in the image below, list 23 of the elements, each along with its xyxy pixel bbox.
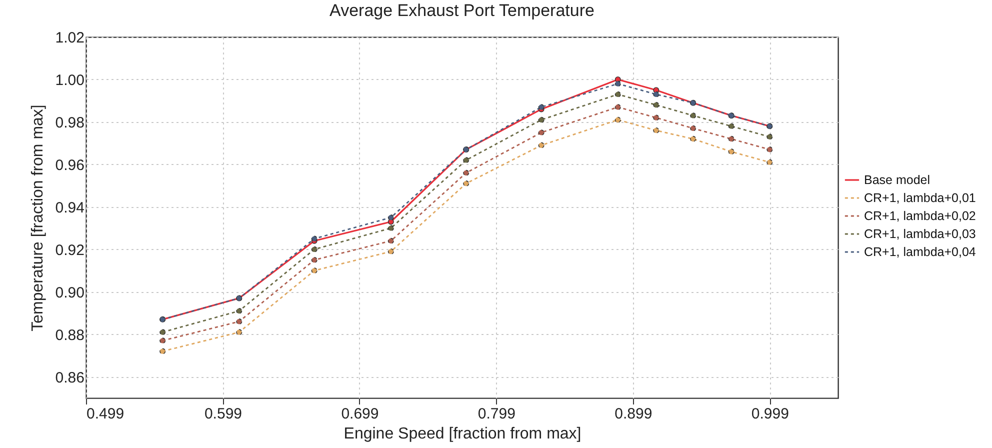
legend-label: CR+1, lambda+0,02 [864, 209, 976, 223]
y-tick-label: 1.02 [55, 30, 84, 46]
x-tick-label: 0.599 [204, 406, 242, 422]
chart-title: Average Exhaust Port Temperature [330, 1, 594, 20]
legend-label: CR+1, lambda+0,04 [864, 245, 976, 259]
y-tick-label: 0.96 [55, 156, 84, 174]
y-tick-label: 0.86 [55, 369, 84, 386]
y-tick-label: 0.92 [55, 242, 84, 259]
x-tick-label: 0.699 [341, 406, 379, 422]
y-axis-title: Temperature [fraction from max] [29, 104, 46, 332]
x-tick-label: 0.899 [614, 406, 652, 422]
x-axis-title: Engine Speed [fraction from max] [344, 426, 582, 442]
legend-label: CR+1, lambda+0,01 [864, 191, 976, 205]
y-tick-label: 0.94 [55, 199, 84, 216]
legend-label: Base model [864, 173, 930, 187]
y-tick-label: 0.98 [55, 114, 84, 132]
y-tick-label: 0.90 [55, 284, 84, 302]
x-tick-label: 0.799 [478, 406, 516, 422]
legend-label: CR+1, lambda+0,03 [864, 227, 976, 241]
x-tick-label: 0.999 [751, 406, 789, 422]
x-tick-label: 0.499 [86, 406, 124, 422]
y-tick-label: 0.88 [55, 326, 84, 344]
y-tick-label: 1.00 [55, 72, 84, 89]
